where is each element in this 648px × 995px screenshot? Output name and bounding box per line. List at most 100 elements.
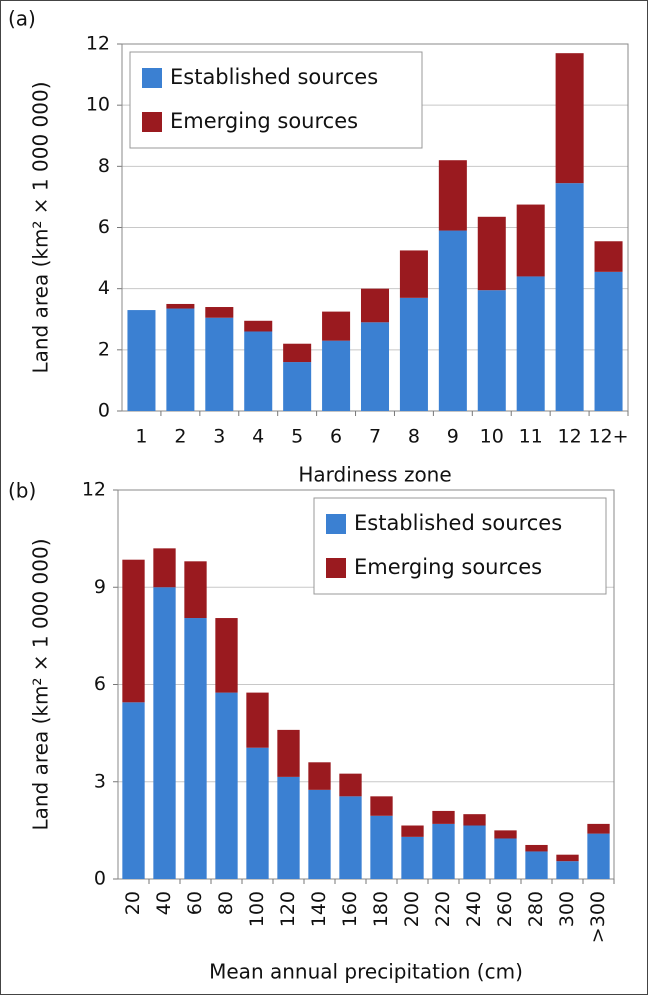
y-axis-title: Land area (km² × 1 000 000) [29,81,53,373]
legend-label: Established sources [354,511,562,535]
bar-segment [322,340,351,411]
bar-segment [556,854,579,862]
x-tick-label: 9 [447,426,459,448]
panel-label: (b) [8,479,36,503]
bar-segment [438,230,467,411]
bar-segment [477,290,506,411]
bar-segment [494,838,517,879]
x-tick-label: 140 [308,891,330,927]
y-axis-title: Land area (km² × 1 000 000) [29,538,53,830]
x-tick-label: 8 [408,426,420,448]
bar-segment [360,288,390,323]
bar-segment [184,561,207,619]
bar-segment [277,729,300,777]
bar-segment [308,762,331,790]
bar-segment [463,814,486,826]
x-tick-label: 20 [122,891,144,915]
y-tick-label: 6 [94,673,106,695]
x-tick-label: 120 [277,891,299,927]
bar-segment [477,216,506,291]
bar-segment [401,836,424,879]
y-tick-label: 9 [94,576,106,598]
x-tick-label: 3 [213,426,225,448]
x-tick-label: 280 [525,891,547,927]
panel-label: (a) [8,7,36,31]
bar-segment [438,160,467,231]
bar-segment [215,618,238,693]
bar-segment [525,851,548,879]
x-tick-label: >300 [587,891,609,943]
x-tick-label: 160 [339,891,361,927]
y-tick-label: 10 [86,94,110,116]
x-tick-label: 12+ [588,426,628,448]
x-tick-label: 12 [558,426,582,448]
bar-segment [166,308,195,411]
legend-label: Established sources [170,65,378,89]
bar-segment [360,322,390,411]
bar-segment [166,303,195,309]
bar-segment [463,825,486,879]
bar-segment [122,702,145,879]
x-tick-label: 180 [370,891,392,927]
x-tick-label: 2 [174,426,186,448]
bar-segment [308,789,331,879]
bar-segment [283,362,312,411]
bar-segment [122,559,145,703]
y-tick-label: 8 [98,155,110,177]
bar-segment [594,241,623,272]
legend-label: Emerging sources [170,109,358,133]
x-tick-label: 4 [252,426,264,448]
legend-box [129,51,423,149]
bar-segment [153,587,176,879]
y-tick-label: 12 [86,33,110,55]
bar-segment [339,773,362,797]
bar-segment [215,692,238,879]
x-axis-title: Mean annual precipitation (cm) [209,960,523,984]
bar-segment [127,310,156,411]
bar-segment [516,276,545,411]
legend-swatch [326,558,346,578]
bar-segment [153,548,176,588]
bar-segment [370,815,393,879]
bar-segment [587,823,610,834]
bar-segment [401,825,424,837]
bar-segment [246,692,269,748]
x-tick-label: 220 [432,891,454,927]
bar-segment [244,331,273,411]
x-tick-label: 80 [215,891,237,915]
legend-swatch [142,68,162,88]
bar-segment [516,204,545,277]
x-tick-label: 260 [494,891,516,927]
x-tick-label: 11 [519,426,543,448]
bar-segment [556,861,579,879]
bar-segment [399,250,428,298]
x-tick-label: 240 [463,891,485,927]
x-tick-label: 6 [330,426,342,448]
bar-segment [277,776,300,879]
bar-segment [184,618,207,879]
y-tick-label: 12 [82,479,106,501]
legend-swatch [326,514,346,534]
x-tick-label: 5 [291,426,303,448]
legend-swatch [142,112,162,132]
legend-box [313,497,607,595]
bar-segment [432,810,455,824]
x-tick-label: 10 [480,426,504,448]
bar-segment [244,320,273,332]
x-tick-label: 300 [556,891,578,927]
bar-segment [246,747,269,879]
bar-segment [370,796,393,816]
bar-segment [399,297,428,411]
bar-segment [555,53,584,184]
x-tick-label: 1 [135,426,147,448]
x-tick-label: 100 [246,891,268,927]
y-tick-label: 6 [98,216,110,238]
x-tick-label: 60 [184,891,206,915]
x-tick-label: 7 [369,426,381,448]
y-tick-label: 3 [94,770,106,792]
bar-segment [283,343,312,363]
x-tick-label: 200 [401,891,423,927]
bar-segment [594,271,623,411]
bar-segment [587,833,610,879]
